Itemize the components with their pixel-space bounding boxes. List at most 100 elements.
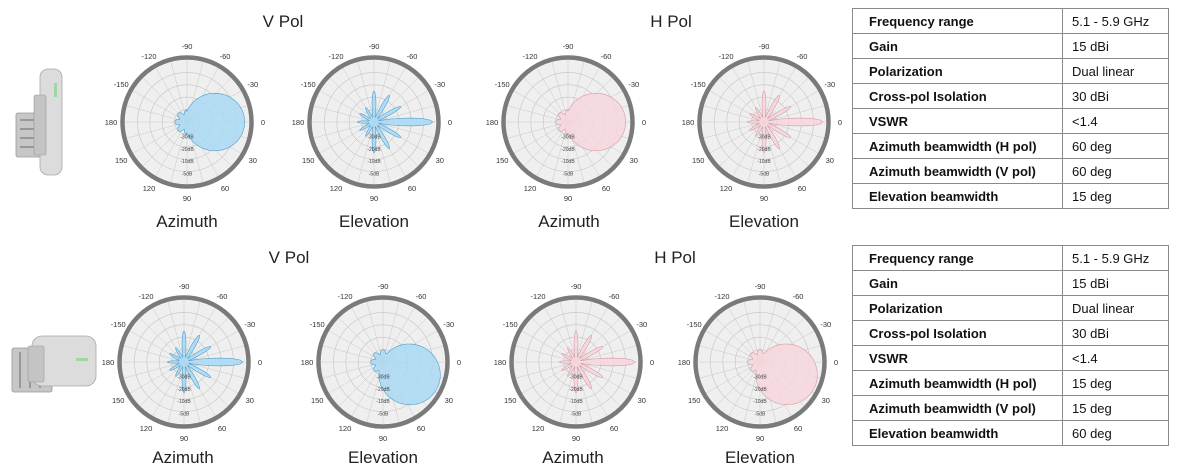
polar-ring-label: -5dB xyxy=(755,412,766,418)
pol-title: V Pol xyxy=(268,248,310,267)
polar-outer-ring xyxy=(697,55,831,189)
polar-grid-spoke xyxy=(575,345,636,363)
radiation-pattern-lobe xyxy=(558,330,636,394)
polar-angle-label: 0 xyxy=(448,118,452,127)
polar-plot: -30dB -20dB -10dB -5dB -90 -60 -30 0 30 60 90 120 15… xyxy=(87,40,287,203)
polar-angle-label: 90 xyxy=(180,434,188,443)
polar-ring-label: -20dB xyxy=(177,387,191,393)
spec-label: Gain xyxy=(852,33,1063,59)
polar-plot-svg: -30dB -20dB -10dB -5dB -90 -60 -30 0 30 60 90 120 15… xyxy=(301,282,461,443)
spec-value: 15 dBi xyxy=(1062,33,1169,59)
spec-row: Gain 15 dBi xyxy=(852,270,1169,296)
polar-ring-label: -5dB xyxy=(571,412,582,418)
polar-grid-spoke xyxy=(763,121,781,182)
spec-label: Gain xyxy=(852,270,1063,296)
polar-grid-spoke xyxy=(183,361,244,379)
plot-title-elevation: Elevation xyxy=(729,212,799,231)
device-horizontal-icon xyxy=(8,328,98,413)
radiation-pattern-lobe xyxy=(174,92,246,152)
polar-grid-spoke xyxy=(704,121,765,139)
polar-grid-spoke xyxy=(559,361,577,422)
polar-grid-spoke xyxy=(373,121,391,182)
polar-ring-label: -5dB xyxy=(378,412,389,418)
spec-value: <1.4 xyxy=(1062,108,1169,134)
polar-ring-label: -10dB xyxy=(177,399,191,405)
polar-angle-label: 180 xyxy=(301,358,314,367)
plot-title-azimuth: Azimuth xyxy=(538,212,600,231)
spec-row: Frequency range 5.1 - 5.9 GHz xyxy=(852,8,1169,34)
plot-title-elevation: Elevation xyxy=(725,448,795,467)
polar-angle-label: -30 xyxy=(443,320,454,329)
plot-title-elevation: Elevation xyxy=(339,212,409,231)
spec-row: Elevation beamwidth 60 deg xyxy=(852,420,1169,446)
polar-angle-label: 120 xyxy=(716,424,729,433)
polar-ring-label: -30dB xyxy=(561,134,575,140)
polar-angle-label: 0 xyxy=(642,118,646,127)
plot-title-azimuth: Azimuth xyxy=(156,212,218,231)
polar-angle-label: 120 xyxy=(720,184,733,193)
polar-angle-label: 30 xyxy=(445,396,453,405)
polar-ring-label: -5dB xyxy=(369,172,380,178)
polar-ring-label: -10dB xyxy=(376,399,390,405)
spec-label: Frequency range xyxy=(852,245,1063,271)
polar-grid-spoke xyxy=(516,361,577,379)
polar-plot: -30dB -20dB -10dB -5dB -90 -60 -30 0 30 60 90 120 15… xyxy=(283,280,483,443)
polar-ring-label: -30dB xyxy=(180,134,194,140)
polar-angle-label: 30 xyxy=(826,156,834,165)
polar-angle-label: 60 xyxy=(408,184,416,193)
polar-ring-label: -30dB xyxy=(569,374,583,380)
polar-ring-label: -20dB xyxy=(376,387,390,393)
radiation-pattern-lobe xyxy=(166,330,244,394)
polar-ring-label: -10dB xyxy=(367,159,381,165)
polar-ring-label: -20dB xyxy=(180,147,194,153)
polar-angle-label: -150 xyxy=(310,320,325,329)
polar-angle-label: -90 xyxy=(182,42,193,51)
spec-label: Elevation beamwidth xyxy=(852,420,1063,446)
polar-angle-label: -90 xyxy=(378,282,389,291)
spec-row: VSWR <1.4 xyxy=(852,345,1169,371)
spec-table-bottom: Frequency range 5.1 - 5.9 GHz Gain 15 dBi … xyxy=(852,245,1169,446)
polar-grid-spoke xyxy=(167,361,185,422)
polar-grid-spoke xyxy=(329,77,375,123)
polar-angle-label: 60 xyxy=(218,424,226,433)
plot-title-azimuth: Azimuth xyxy=(542,448,604,467)
polar-grid-spoke xyxy=(329,121,375,167)
spec-value: 30 dBi xyxy=(1062,83,1169,109)
polar-outer-ring xyxy=(307,55,441,189)
polar-grid-spoke xyxy=(124,361,185,379)
polar-angle-label: 60 xyxy=(798,184,806,193)
polar-plot: -30dB -20dB -10dB -5dB -90 -60 -30 0 30 60 90 120 15… xyxy=(664,40,864,203)
spec-value: 30 dBi xyxy=(1062,320,1169,346)
polar-ring-label: -5dB xyxy=(759,172,770,178)
spec-row: Elevation beamwidth 15 deg xyxy=(852,183,1169,209)
polar-grid-spoke xyxy=(373,121,434,139)
polar-angle-label: -120 xyxy=(718,52,733,61)
polar-angle-label: 60 xyxy=(221,184,229,193)
polar-plot: -30dB -20dB -10dB -5dB -90 -60 -30 0 30 60 90 120 15… xyxy=(476,280,676,443)
polar-angle-label: 90 xyxy=(756,434,764,443)
polar-plot-svg: -30dB -20dB -10dB -5dB -90 -60 -30 0 30 60 90 120 15… xyxy=(678,282,838,443)
polar-angle-label: 0 xyxy=(258,358,262,367)
polar-plot: -30dB -20dB -10dB -5dB -90 -60 -30 0 30 60 90 120 15… xyxy=(660,280,860,443)
polar-grid-spoke xyxy=(575,361,621,407)
spec-row: Cross-pol Isolation 30 dBi xyxy=(852,83,1169,109)
spec-value: 15 deg xyxy=(1062,395,1169,421)
polar-angle-label: 60 xyxy=(417,424,425,433)
polar-angle-label: -120 xyxy=(530,292,545,301)
polar-angle-label: 30 xyxy=(638,396,646,405)
polar-angle-label: 180 xyxy=(486,118,499,127)
polar-angle-label: 120 xyxy=(143,184,156,193)
polar-grid-spoke xyxy=(373,105,434,123)
polar-outer-ring xyxy=(120,55,254,189)
polar-angle-label: 90 xyxy=(379,434,387,443)
polar-angle-label: -30 xyxy=(247,80,258,89)
polar-angle-label: 60 xyxy=(794,424,802,433)
polar-ring-label: -20dB xyxy=(753,387,767,393)
polar-angle-label: 60 xyxy=(610,424,618,433)
spec-label: Polarization xyxy=(852,58,1063,84)
spec-label: VSWR xyxy=(852,345,1063,371)
polar-angle-label: -150 xyxy=(495,80,510,89)
spec-value: 60 deg xyxy=(1062,158,1169,184)
polar-angle-label: -90 xyxy=(563,42,574,51)
polar-angle-label: 0 xyxy=(650,358,654,367)
